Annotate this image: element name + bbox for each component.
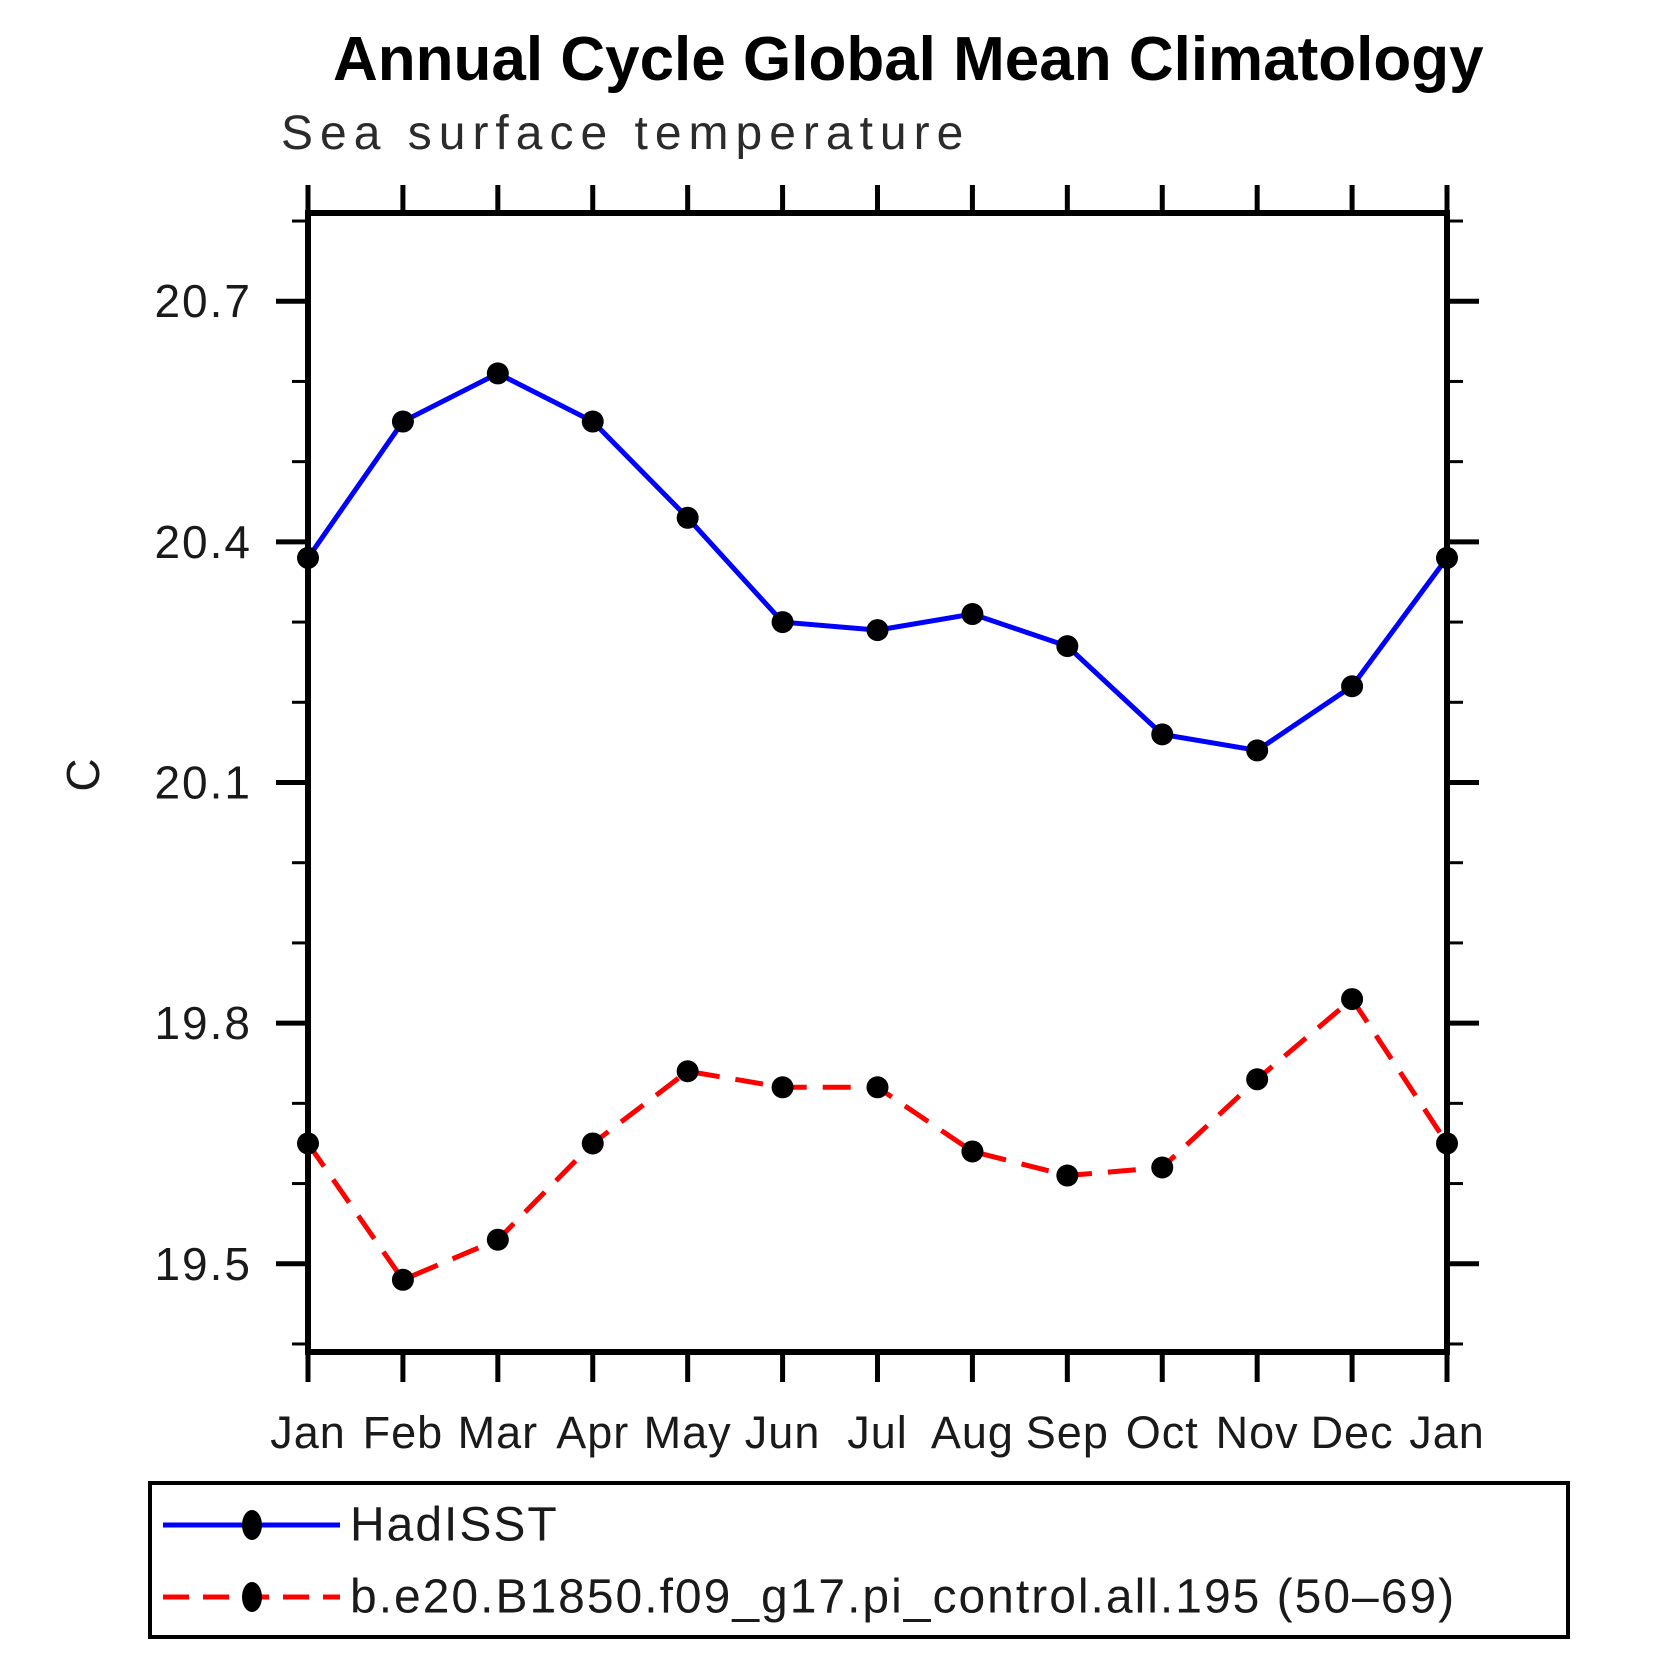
- x-tick-label: Oct: [1126, 1407, 1199, 1458]
- data-point: [581, 1132, 604, 1155]
- x-tick-label: Feb: [363, 1407, 444, 1458]
- chart-subtitle: Sea surface temperature: [281, 107, 971, 160]
- data-point: [771, 1076, 794, 1099]
- data-point: [866, 1076, 889, 1099]
- legend-marker-model: [242, 1582, 262, 1612]
- legend: HadISST b.e20.B1850.f09_g17.pi_control.a…: [148, 1481, 1570, 1639]
- data-point: [771, 611, 794, 634]
- series-line-hadisst: [305, 370, 1450, 754]
- x-tick-label: Mar: [458, 1407, 539, 1458]
- data-point: [391, 410, 414, 433]
- data-point: [1151, 723, 1174, 746]
- x-tick-label: Jun: [745, 1407, 821, 1458]
- chart-title: Annual Cycle Global Mean Climatology: [333, 25, 1484, 94]
- data-point: [1436, 1132, 1458, 1155]
- x-tick-label: Jan: [270, 1407, 346, 1458]
- data-point: [676, 1060, 699, 1083]
- data-point: [297, 1132, 319, 1155]
- data-point: [486, 362, 509, 385]
- x-tick-label: May: [644, 1407, 732, 1458]
- data-point: [391, 1268, 414, 1291]
- data-point: [961, 603, 984, 626]
- data-point: [1246, 1068, 1269, 1091]
- y-tick-label: 19.5: [154, 1238, 252, 1290]
- data-point: [866, 619, 889, 642]
- data-point: [1056, 635, 1079, 658]
- series-line-model: [305, 995, 1450, 1283]
- x-tick-label: Nov: [1216, 1407, 1299, 1458]
- y-tick-label: 20.1: [154, 757, 252, 809]
- y-axis-title: C: [57, 758, 109, 791]
- series-lines: [297, 362, 1458, 1291]
- data-point: [1246, 739, 1269, 762]
- legend-marker-hadisst: [242, 1510, 262, 1540]
- x-tick-label: Jan: [1409, 1407, 1485, 1458]
- y-tick-label: 19.8: [154, 997, 252, 1049]
- legend-box: [148, 1481, 1570, 1639]
- x-tick-label: Sep: [1026, 1407, 1109, 1458]
- legend-label-hadisst: HadISST: [350, 1499, 559, 1552]
- x-tick-label: Apr: [556, 1407, 629, 1458]
- legend-label-model: b.e20.B1850.f09_g17.pi_control.all.195 (…: [350, 1571, 1456, 1624]
- data-point: [1151, 1156, 1174, 1179]
- x-tick-label: Jul: [847, 1407, 908, 1458]
- y-tick-label: 20.7: [154, 275, 252, 327]
- x-tick-label: Aug: [931, 1407, 1014, 1458]
- y-tick-label: 20.4: [154, 516, 252, 568]
- data-point: [1341, 675, 1364, 698]
- data-point: [297, 546, 319, 569]
- data-point: [1056, 1164, 1079, 1187]
- data-point: [961, 1140, 984, 1163]
- data-point: [581, 410, 604, 433]
- axes: Jan Feb Mar Apr May Jun Jul Aug Sep Oct Nov Dec Jan 1…: [154, 185, 1484, 1458]
- data-point: [1436, 546, 1458, 569]
- data-point: [486, 1228, 509, 1251]
- data-point: [676, 506, 699, 529]
- x-tick-label: Dec: [1311, 1407, 1394, 1458]
- data-point: [1341, 988, 1364, 1011]
